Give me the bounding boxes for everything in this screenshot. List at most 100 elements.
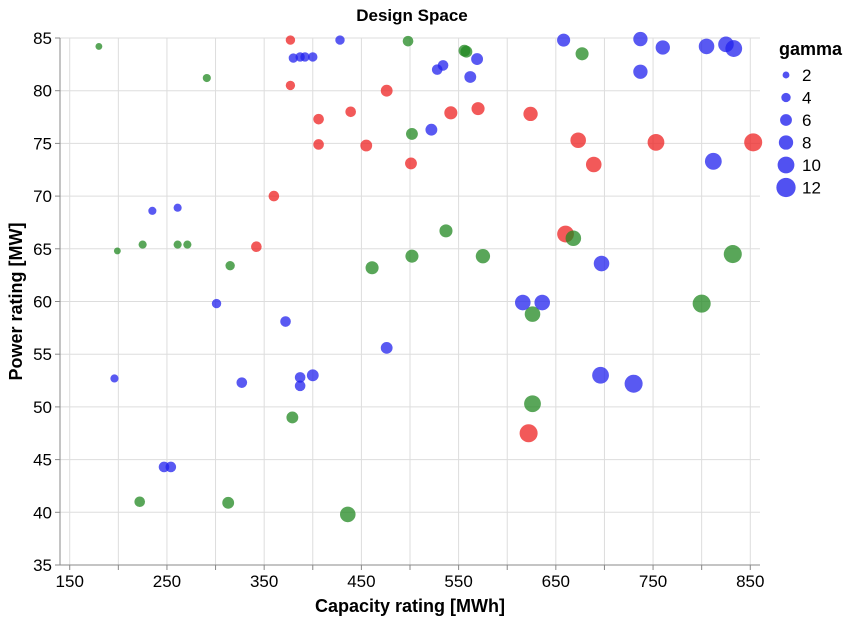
x-tick-label: 250 xyxy=(153,572,181,591)
data-point-green xyxy=(475,249,491,264)
data-point-blue xyxy=(592,366,609,384)
legend-symbol xyxy=(780,114,792,126)
data-point-blue xyxy=(593,255,610,272)
data-point-blue xyxy=(425,123,438,136)
y-tick-label: 40 xyxy=(33,503,52,522)
legend-label: 8 xyxy=(802,134,811,153)
data-point-blue xyxy=(471,53,484,65)
data-point-red xyxy=(313,113,324,125)
y-axis-title: Power rating [MW] xyxy=(6,223,26,381)
data-point-red xyxy=(744,133,763,152)
data-point-green xyxy=(138,240,147,249)
chart-title: Design Space xyxy=(356,6,468,25)
data-point-red xyxy=(251,241,262,252)
x-axis-title: Capacity rating [MWh] xyxy=(315,596,505,616)
data-point-red xyxy=(345,106,356,118)
x-tick-label: 350 xyxy=(250,572,278,591)
data-point-blue xyxy=(294,380,306,392)
legend-label: 10 xyxy=(802,156,821,175)
data-point-green xyxy=(565,230,582,247)
legend-label: 6 xyxy=(802,111,811,130)
data-point-red xyxy=(519,424,538,443)
y-tick-label: 65 xyxy=(33,240,52,259)
data-point-blue xyxy=(148,206,157,215)
legend-symbol xyxy=(776,177,796,198)
y-tick-label: 60 xyxy=(33,293,52,312)
data-point-blue xyxy=(280,316,291,327)
axes: 150 250 350 450 550 650 750 850 35 40 45 50 55 60 65 70… xyxy=(33,29,764,591)
data-point-blue xyxy=(633,64,648,79)
data-point-red xyxy=(523,106,538,122)
data-point-green xyxy=(402,35,414,47)
data-point-green xyxy=(365,261,379,275)
data-point-blue xyxy=(534,294,551,311)
y-tick-label: 85 xyxy=(33,29,52,48)
gridlines xyxy=(60,37,760,566)
data-point-red xyxy=(313,139,324,150)
data-point-green xyxy=(692,294,711,313)
data-point-green xyxy=(405,249,419,263)
x-tick-label: 750 xyxy=(639,572,667,591)
data-point-blue xyxy=(306,369,319,382)
y-tick-label: 80 xyxy=(33,82,52,101)
data-point-green xyxy=(524,306,541,322)
data-point-green xyxy=(339,506,356,523)
data-point-blue xyxy=(725,40,743,57)
y-tick-label: 55 xyxy=(33,345,52,364)
data-point-blue xyxy=(704,152,722,170)
x-tick-label: 150 xyxy=(56,572,84,591)
data-point-blue xyxy=(437,60,449,71)
data-point-blue xyxy=(633,31,648,47)
data-point-green xyxy=(113,247,121,255)
data-points xyxy=(95,31,763,523)
data-point-green xyxy=(134,496,146,508)
data-point-green xyxy=(183,240,192,249)
data-point-blue xyxy=(211,298,222,309)
data-point-green xyxy=(286,411,299,424)
x-tick-label: 650 xyxy=(542,572,570,591)
legend-label: 2 xyxy=(802,66,811,85)
data-point-red xyxy=(405,157,417,170)
data-point-blue xyxy=(308,52,318,62)
data-point-green xyxy=(225,260,235,271)
data-point-blue xyxy=(514,294,531,311)
legend-symbol xyxy=(778,135,794,150)
data-point-green xyxy=(95,42,103,50)
y-tick-label: 75 xyxy=(33,134,52,153)
data-point-green xyxy=(222,496,235,509)
data-point-blue xyxy=(110,374,119,383)
data-point-red xyxy=(647,133,665,151)
legend-symbol xyxy=(782,71,790,79)
data-point-blue xyxy=(335,35,345,45)
legend-symbol xyxy=(777,156,795,174)
data-point-red xyxy=(585,156,602,173)
data-point-blue xyxy=(173,203,182,212)
legend-label: 12 xyxy=(802,179,821,198)
y-tick-label: 35 xyxy=(33,556,52,575)
data-point-blue xyxy=(624,374,643,393)
legend-symbol xyxy=(781,92,791,103)
data-point-green xyxy=(406,127,418,140)
data-point-blue xyxy=(698,38,715,55)
data-point-green xyxy=(524,395,541,413)
data-point-blue xyxy=(557,33,571,47)
y-tick-label: 45 xyxy=(33,451,52,470)
data-point-green xyxy=(202,73,211,83)
data-point-green xyxy=(575,47,589,61)
y-tick-label: 50 xyxy=(33,398,52,417)
data-point-blue xyxy=(380,341,393,354)
data-point-green xyxy=(173,240,182,249)
data-point-blue xyxy=(464,71,477,83)
size-legend: gamma 2 4 6 8 10 12 xyxy=(776,39,843,198)
data-point-red xyxy=(285,35,296,45)
x-tick-label: 450 xyxy=(347,572,375,591)
y-tick-label: 70 xyxy=(33,187,52,206)
x-tick-label: 850 xyxy=(736,572,764,591)
legend-title: gamma xyxy=(779,39,843,59)
data-point-blue xyxy=(655,40,670,55)
data-point-red xyxy=(444,106,458,120)
data-point-green xyxy=(723,245,742,264)
data-point-blue xyxy=(300,52,310,62)
data-point-red xyxy=(268,190,280,202)
